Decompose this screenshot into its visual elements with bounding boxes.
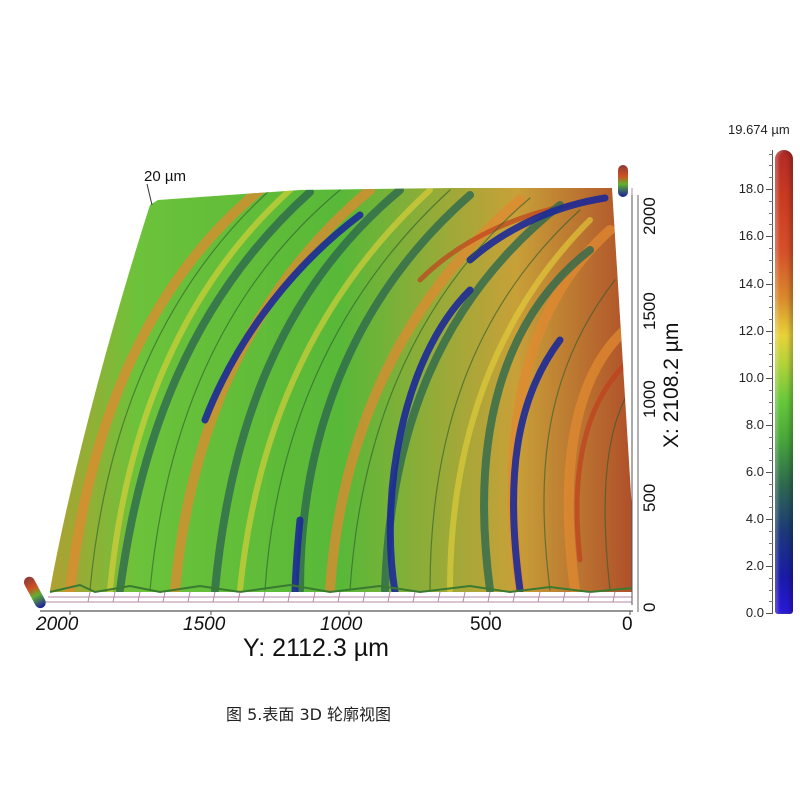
colorbar-tick: [766, 236, 773, 237]
y-tick-1000: 1000: [320, 614, 363, 635]
colorbar-minor-tick: [769, 354, 773, 355]
colorbar-label-0: 0.0: [745, 605, 764, 620]
colorbar-minor-tick: [769, 507, 773, 508]
colorbar-minor-tick: [769, 366, 773, 367]
colorbar-tick: [766, 331, 773, 332]
colorbar-minor-tick: [769, 165, 773, 166]
y-tick-1500: 1500: [183, 614, 226, 635]
colorbar-minor-tick: [769, 590, 773, 591]
colorbar-minor-tick: [769, 531, 773, 532]
colorbar-label-14: 14.0: [738, 276, 764, 291]
colorbar-label-12: 12.0: [738, 323, 764, 338]
colorbar-minor-tick: [769, 496, 773, 497]
colorbar-minor-tick: [769, 201, 773, 202]
colorbar-label-4: 4.0: [745, 511, 764, 526]
x-tick-2000: 2000: [640, 197, 659, 235]
colorbar-minor-tick: [769, 296, 773, 297]
y-tick-2000: 2000: [36, 614, 79, 635]
colorbar-minor-tick: [769, 402, 773, 403]
y-tick-500: 500: [470, 614, 502, 635]
z-scale-label: 20 µm: [144, 168, 186, 185]
colorbar-tick: [766, 613, 773, 614]
colorbar-label-16: 16.0: [738, 228, 764, 243]
colorbar-minor-tick: [769, 460, 773, 461]
colorbar-label-18: 18.0: [738, 181, 764, 196]
colorbar-minor-tick: [769, 307, 773, 308]
colorbar-minor-tick: [769, 601, 773, 602]
colorbar-minor-tick: [769, 448, 773, 449]
colorbar-axis: [772, 150, 773, 614]
colorbar-minor-tick: [769, 213, 773, 214]
colorbar-tick: [766, 284, 773, 285]
colorbar-label-8: 8.0: [745, 417, 764, 432]
colorbar-tick: [766, 566, 773, 567]
colorbar-minor-tick: [769, 319, 773, 320]
colorbar-minor-tick: [769, 224, 773, 225]
colorbar-tick: [766, 189, 773, 190]
colorbar-minor-tick: [769, 390, 773, 391]
colorbar-minor-tick: [769, 154, 773, 155]
colorbar-minor-tick: [769, 554, 773, 555]
x-axis-title: X: 2108.2 µm: [660, 322, 683, 448]
y-tick-0: 0: [622, 614, 633, 635]
x-tick-0: 0: [640, 602, 659, 612]
colorbar-minor-tick: [769, 484, 773, 485]
colorbar-tick: [766, 425, 773, 426]
colorbar-minor-tick: [769, 272, 773, 273]
x-tick-1500: 1500: [640, 292, 659, 330]
colorbar: [775, 150, 793, 614]
colorbar-tick: [766, 378, 773, 379]
colorbar-minor-tick: [769, 437, 773, 438]
x-tick-500: 500: [640, 483, 659, 512]
colorbar-minor-tick: [769, 413, 773, 414]
colorbar-tick: [766, 472, 773, 473]
colorbar-label-2: 2.0: [745, 558, 764, 573]
colorbar-minor-tick: [769, 260, 773, 261]
colorbar-label-6: 6.0: [745, 464, 764, 479]
colorbar-minor-tick: [769, 578, 773, 579]
figure-caption: 图 5.表面 3D 轮廓视图: [226, 705, 392, 724]
colorbar-minor-tick: [769, 343, 773, 344]
corner-pin-top-right: [618, 165, 628, 197]
x-tick-1000: 1000: [640, 380, 659, 418]
colorbar-label-10: 10.0: [738, 370, 764, 385]
colorbar-minor-tick: [769, 177, 773, 178]
colorbar-minor-tick: [769, 248, 773, 249]
colorbar-max-label: 19.674 µm: [728, 122, 790, 137]
colorbar-minor-tick: [769, 543, 773, 544]
y-axis-title: Y: 2112.3 µm: [243, 634, 389, 662]
colorbar-tick: [766, 519, 773, 520]
